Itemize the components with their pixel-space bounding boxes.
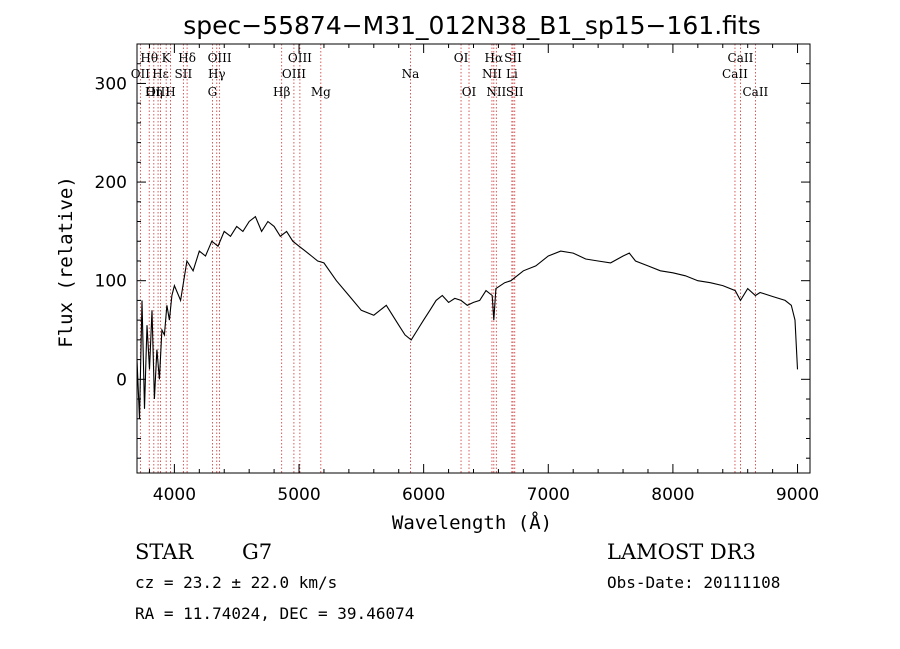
- line-label: OIII: [208, 51, 232, 65]
- line-label: OII: [131, 67, 151, 81]
- line-label: OIII: [146, 85, 170, 99]
- line-label: Hε: [152, 67, 169, 81]
- x-tick-label: 8000: [651, 485, 694, 505]
- line-label: Hθ: [140, 51, 158, 65]
- line-label: CaII: [728, 51, 754, 65]
- line-label: Hα: [485, 51, 504, 65]
- coordinates: RA = 11.74024, DEC = 39.46074: [135, 604, 414, 623]
- survey-name: LAMOST DR3: [607, 540, 756, 564]
- chart-title: spec−55874−M31_012N38_B1_sp15−161.fits: [183, 11, 761, 40]
- line-label: K: [162, 51, 172, 65]
- object-class: STAR: [135, 540, 194, 564]
- x-tick-label: 6000: [402, 485, 445, 505]
- line-label: Na: [402, 67, 420, 81]
- line-label: Hβ: [273, 85, 290, 99]
- y-tick-label: 200: [95, 173, 127, 193]
- line-label: NII: [486, 85, 506, 99]
- line-label: NII: [482, 67, 502, 81]
- line-markers: [139, 44, 756, 473]
- line-label: Mg: [311, 85, 331, 99]
- line-label: SII: [506, 85, 524, 99]
- line-label: G: [208, 85, 218, 99]
- observation-date: Obs-Date: 20111108: [607, 573, 780, 592]
- line-label: H: [165, 85, 175, 99]
- line-label: CaII: [722, 67, 748, 81]
- line-label: OIII: [282, 67, 306, 81]
- line-label: SII: [175, 67, 193, 81]
- line-label: OIII: [288, 51, 312, 65]
- y-tick-label: 300: [95, 74, 127, 94]
- line-label: Hη: [145, 85, 163, 99]
- redshift-velocity: cz = 23.2 ± 22.0 km/s: [135, 573, 337, 592]
- x-tick-label: 4000: [153, 485, 196, 505]
- line-label: Hγ: [208, 67, 226, 81]
- x-axis-label: Wavelength (Å): [392, 511, 552, 534]
- y-tick-label: 0: [116, 370, 127, 390]
- x-axis: 4000 5000 6000 7000 8000 9000: [148, 44, 819, 505]
- x-tick-label: 9000: [776, 485, 819, 505]
- y-tick-label: 100: [95, 272, 127, 292]
- line-label: Hδ: [178, 51, 196, 65]
- line-label: SII: [504, 51, 522, 65]
- x-tick-label: 7000: [527, 485, 570, 505]
- y-axis-label: Flux (relative): [55, 176, 77, 348]
- spectrum-series: [136, 215, 799, 419]
- line-label: OI: [462, 85, 477, 99]
- object-subclass: G7: [242, 540, 272, 564]
- line-label: Li: [506, 67, 518, 81]
- line-label: OI: [454, 51, 469, 65]
- line-label: CaII: [742, 85, 768, 99]
- y-axis: 0 100 200 300: [95, 43, 810, 459]
- plot-frame: [136, 43, 811, 474]
- x-tick-label: 5000: [277, 485, 320, 505]
